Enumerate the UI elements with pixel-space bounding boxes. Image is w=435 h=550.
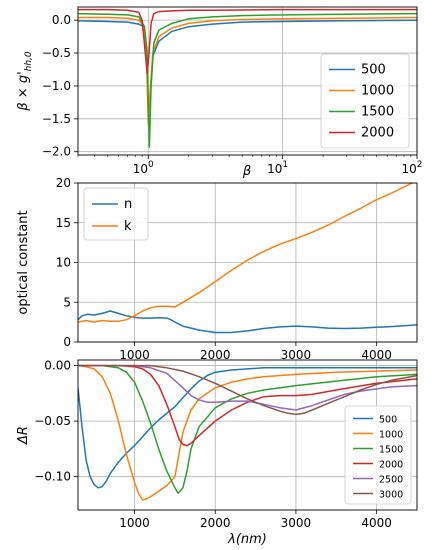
legend: 500 1000 1500 2000 2500 3000 <box>344 405 412 505</box>
series-group <box>78 183 417 334</box>
legend-box <box>83 187 149 241</box>
legend: 500 1000 1500 2000 <box>320 53 410 149</box>
y-tick-label: −0.10 <box>34 470 71 484</box>
series-line-2000 <box>78 364 417 447</box>
x-tick-label: 101 <box>267 160 288 176</box>
panel-delta-r: 1000 2000 3000 4000 0.00 −0.05 −0.10 λ(nm) ΔR 500… <box>16 359 418 547</box>
legend-box <box>344 405 412 505</box>
legend-label: 2000 <box>361 126 394 141</box>
y-tick-label: −0.05 <box>34 414 71 428</box>
x-tick-label: 4000 <box>361 348 392 362</box>
axes-frame <box>77 359 418 511</box>
y-axis-label-subscript: hh,0 <box>24 51 34 71</box>
x-axis-label: λ(nm) <box>227 532 267 547</box>
x-tick-exponent: 0 <box>148 160 154 170</box>
y-tick-label: −2.0 <box>42 145 71 159</box>
legend-box <box>320 53 410 149</box>
y-tick-label: −1.5 <box>42 112 71 126</box>
y-tick-label: −0.5 <box>42 46 71 60</box>
x-tick-label: 102 <box>401 160 422 176</box>
y-tick-label: 20 <box>56 176 71 190</box>
x-tick-label: 2000 <box>200 516 231 530</box>
x-tick-label: 3000 <box>281 516 312 530</box>
x-tick-exponent: 1 <box>282 160 288 170</box>
legend: nk <box>83 187 149 241</box>
y-axis-label: optical constant <box>16 210 31 314</box>
legend-label: k <box>124 219 132 234</box>
x-tick-exponent: 2 <box>417 160 423 170</box>
panel-optical-constant: 1000 2000 3000 4000 0 5 10 15 20 optical constant… <box>16 176 418 362</box>
x-tick-label: 1000 <box>119 516 150 530</box>
legend-label: 3000 <box>379 490 403 501</box>
series-group <box>78 364 417 501</box>
series-line-3000 <box>78 364 417 416</box>
series-line-k <box>78 183 414 323</box>
axes-frame <box>77 6 418 156</box>
legend-label: 500 <box>361 63 386 78</box>
x-tick-label: 100 <box>133 160 154 176</box>
x-axis-label: β <box>242 164 251 179</box>
legend-label: 1500 <box>361 105 394 120</box>
legend-label: 1500 <box>379 445 403 456</box>
legend-label: 2000 <box>379 460 403 471</box>
y-tick-label: 15 <box>56 216 71 230</box>
x-tick-label: 2000 <box>200 348 231 362</box>
series-line-1500 <box>78 12 417 148</box>
legend-label: 500 <box>379 415 397 426</box>
x-tick-label: 1000 <box>119 348 150 362</box>
series-line-1500 <box>78 364 417 495</box>
series-line-2000 <box>78 8 417 74</box>
x-tick-label: 4000 <box>361 516 392 530</box>
y-tick-label: 0.00 <box>44 359 71 373</box>
legend-label: 1000 <box>379 430 403 441</box>
y-tick-label: 5 <box>63 295 71 309</box>
series-line-1000 <box>78 364 417 501</box>
legend-label: 1000 <box>361 84 394 99</box>
y-axis-label: β × g'hh,0 <box>16 51 34 112</box>
y-tick-label: 10 <box>56 256 71 270</box>
y-tick-label: −1.0 <box>42 79 71 93</box>
y-axis-label-main: β × g' <box>16 71 31 111</box>
y-tick-label: 0 <box>63 335 71 349</box>
legend-label: n <box>124 197 132 212</box>
x-tick-label: 3000 <box>281 348 312 362</box>
series-group <box>78 8 417 148</box>
series-line-500 <box>78 367 417 489</box>
legend-label: 2500 <box>379 475 403 486</box>
series-line-n <box>78 310 417 334</box>
y-tick-label: 0.0 <box>52 13 71 27</box>
y-axis-label: ΔR <box>16 426 31 445</box>
